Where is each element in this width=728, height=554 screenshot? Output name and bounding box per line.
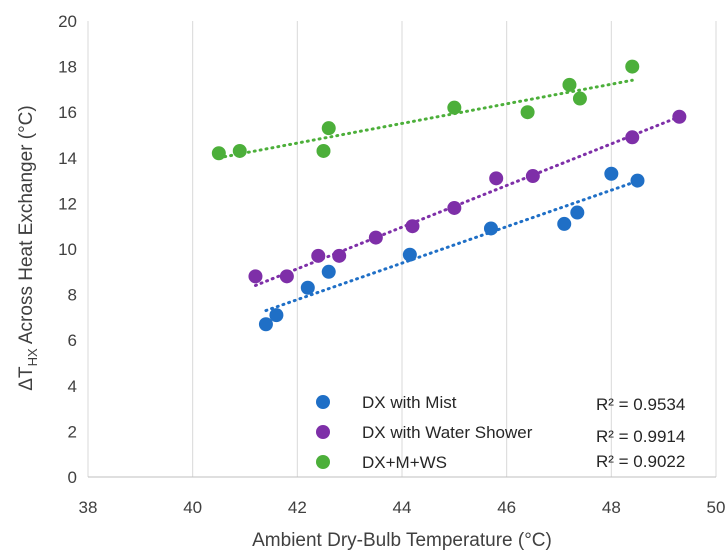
- data-point: [300, 280, 315, 295]
- data-point: [248, 269, 263, 284]
- trendline: [264, 181, 634, 313]
- data-point: [332, 248, 347, 263]
- y-tick-label: 10: [58, 240, 77, 259]
- data-point: [447, 100, 462, 115]
- legend-marker: [316, 425, 330, 439]
- data-point: [316, 143, 331, 158]
- y-tick-label: 14: [58, 149, 77, 168]
- data-point: [525, 169, 540, 184]
- y-tick-label: 6: [68, 331, 77, 350]
- grid-lines: [87, 21, 717, 477]
- legend-label: DX with Mist: [362, 393, 457, 412]
- y-tick-label: 20: [58, 12, 77, 31]
- data-point: [630, 173, 645, 188]
- x-tick-label: 40: [183, 498, 202, 517]
- y-tick-label: 2: [68, 422, 77, 441]
- data-point: [258, 317, 273, 332]
- data-point: [311, 248, 326, 263]
- trendline: [217, 78, 634, 160]
- x-tick-label: 46: [497, 498, 516, 517]
- legend: DX with Mist DX with Water Shower DX+M+WS: [316, 393, 533, 472]
- legend-marker: [316, 395, 330, 409]
- x-tick-label: 50: [707, 498, 726, 517]
- data-point: [279, 269, 294, 284]
- data-point: [211, 146, 226, 161]
- data-point: [672, 109, 687, 124]
- data-point: [447, 200, 462, 215]
- data-point: [562, 77, 577, 92]
- y-tick-label: 16: [58, 103, 77, 122]
- data-point: [604, 166, 619, 181]
- x-axis-title: Ambient Dry-Bulb Temperature (°C): [252, 530, 552, 551]
- legend-label: DX+M+WS: [362, 453, 447, 472]
- data-point: [269, 308, 284, 323]
- x-tick-label: 42: [288, 498, 307, 517]
- x-tick-label: 44: [393, 498, 412, 517]
- x-tick-labels: 38 40 42 44 46 48 50: [79, 498, 726, 517]
- data-point: [368, 230, 383, 245]
- x-tick-label: 38: [79, 498, 98, 517]
- y-tick-label: 12: [58, 194, 77, 213]
- data-point: [483, 221, 498, 236]
- r-squared-label: R² = 0.9914: [596, 427, 685, 446]
- data-point: [402, 247, 417, 262]
- data-point: [557, 216, 572, 231]
- data-point: [321, 264, 336, 279]
- data-point: [570, 205, 585, 220]
- data-point: [489, 171, 504, 186]
- data-point: [405, 219, 420, 234]
- data-point: [232, 143, 247, 158]
- y-tick-label: 18: [58, 58, 77, 77]
- y-axis-title-prefix: ΔT: [16, 366, 37, 391]
- data-point: [321, 121, 336, 136]
- data-point: [572, 91, 587, 106]
- x-tick-label: 48: [602, 498, 621, 517]
- data-points: [211, 59, 687, 332]
- r-squared-labels: R² = 0.9534 R² = 0.9914 R² = 0.9022: [596, 395, 685, 471]
- y-tick-label: 8: [68, 286, 77, 305]
- data-point: [520, 105, 535, 120]
- data-point: [625, 59, 640, 74]
- y-axis-title-subscript: HX: [25, 348, 40, 366]
- r-squared-label: R² = 0.9022: [596, 452, 685, 471]
- y-tick-label: 0: [68, 468, 77, 487]
- legend-label: DX with Water Shower: [362, 423, 533, 442]
- y-axis-title: ΔTHX Across Heat Exchanger (°C): [16, 105, 40, 390]
- trendlines: [217, 78, 681, 313]
- trendline: [253, 115, 681, 287]
- y-axis-title-suffix: Across Heat Exchanger (°C): [16, 105, 37, 348]
- r-squared-label: R² = 0.9534: [596, 395, 685, 414]
- y-tick-label: 4: [68, 377, 77, 396]
- legend-marker: [316, 455, 330, 469]
- y-tick-labels: 0 2 4 6 8 10 12 14 16 18 20: [58, 12, 77, 487]
- data-point: [625, 130, 640, 145]
